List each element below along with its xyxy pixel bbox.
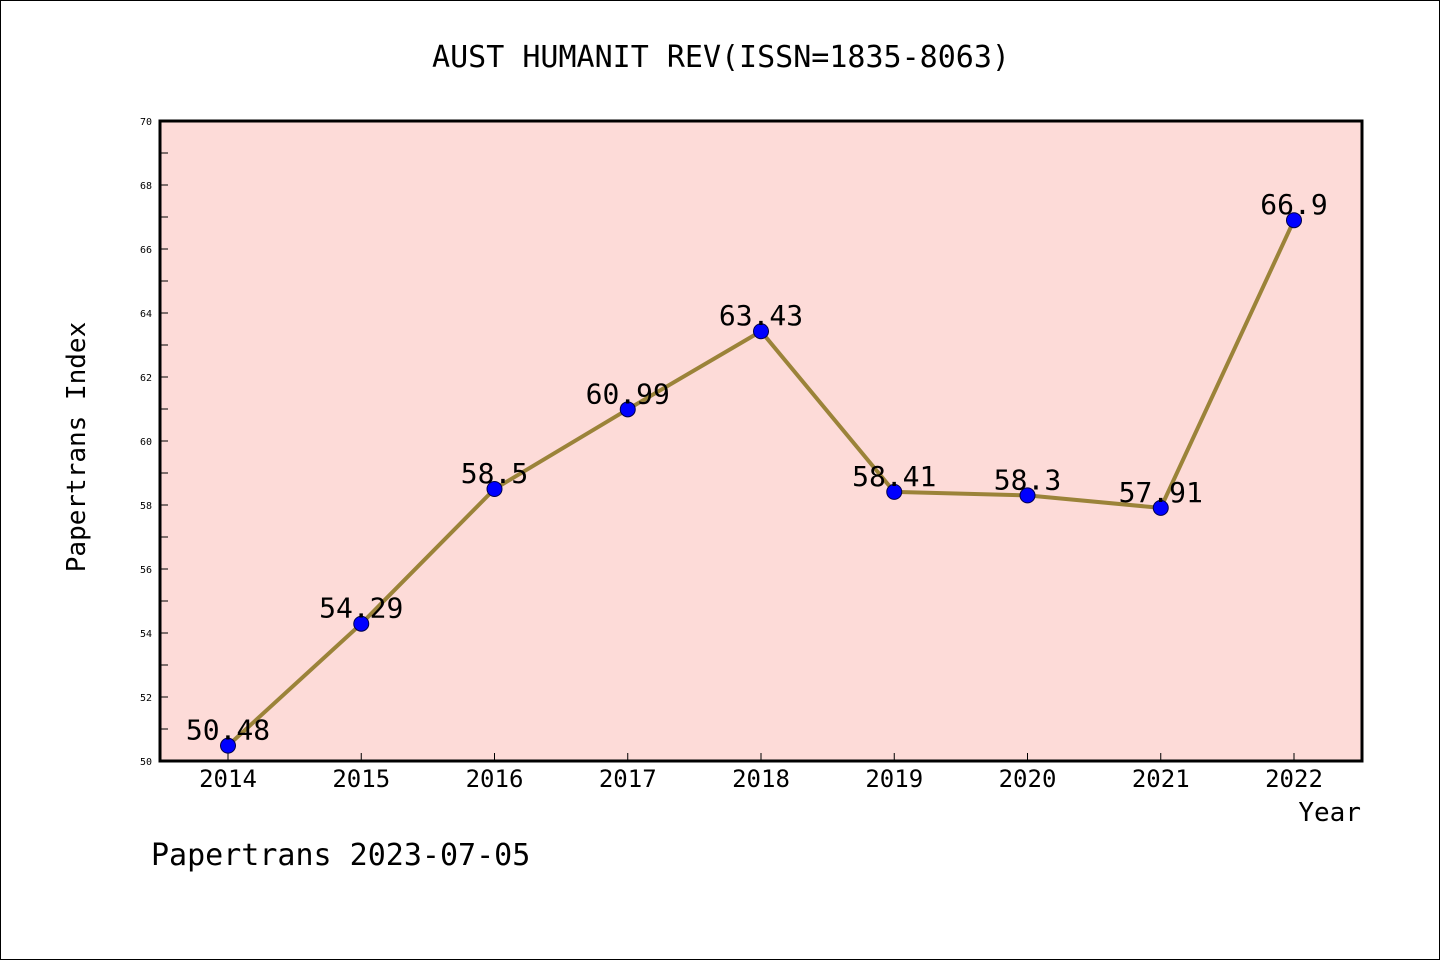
x-tick-label: 2016 [466,765,524,793]
data-point [886,483,903,500]
series-group: 50.48 54.29 58.5 60.99 63.43 58.41 58.3 57.91 66… [186,188,1328,754]
footer-text: Papertrans 2023-07-05 [151,838,530,873]
data-point [486,481,503,497]
data-label: 63.43 [719,299,803,332]
x-tick-label: 2014 [199,765,257,793]
x-tick-label: 2021 [1132,765,1190,793]
data-label: 58.3 [994,463,1061,496]
y-tick-label: 62 [140,373,152,384]
x-axis-label: Year [1298,798,1361,828]
x-tick-label: 2018 [732,765,790,793]
x-tick-label: 2022 [1265,765,1323,793]
data-point [1019,487,1036,504]
data-point [1152,499,1169,516]
y-tick-label: 70 [140,117,152,128]
y-tick-label: 56 [140,565,152,576]
y-tick-label: 64 [140,309,152,320]
data-point [753,323,769,340]
plot-area [158,119,1364,763]
data-point [353,615,370,632]
y-axis-ticks: 50 52 54 56 58 60 62 64 66 68 70 [140,117,168,768]
y-tick-label: 66 [140,245,152,256]
y-axis-label: Papertrans Index [62,322,92,572]
data-label: 66.9 [1260,188,1327,221]
data-point [1286,212,1302,229]
data-label: 60.99 [586,377,670,410]
y-tick-label: 60 [140,437,152,448]
y-tick-label: 50 [140,757,152,768]
y-tick-label: 58 [140,501,152,512]
y-tick-label: 54 [140,629,152,640]
x-tick-label: 2015 [332,765,390,793]
data-label: 57.91 [1119,476,1203,509]
y-tick-label: 52 [140,693,152,704]
y-tick-label: 68 [140,181,152,192]
x-tick-label: 2020 [999,765,1057,793]
data-label: 58.41 [852,460,936,493]
data-point [619,401,636,418]
data-point [220,737,236,754]
data-label: 54.29 [319,592,403,625]
x-tick-label: 2017 [599,765,657,793]
data-label: 58.5 [461,457,528,490]
x-axis-ticks: 2014 2015 2016 2017 2018 2019 2020 2021 2022 [199,753,1323,793]
data-label: 50.48 [186,714,270,747]
x-tick-label: 2019 [865,765,923,793]
chart-title: AUST HUMANIT REV(ISSN=1835-8063) [432,40,1010,75]
